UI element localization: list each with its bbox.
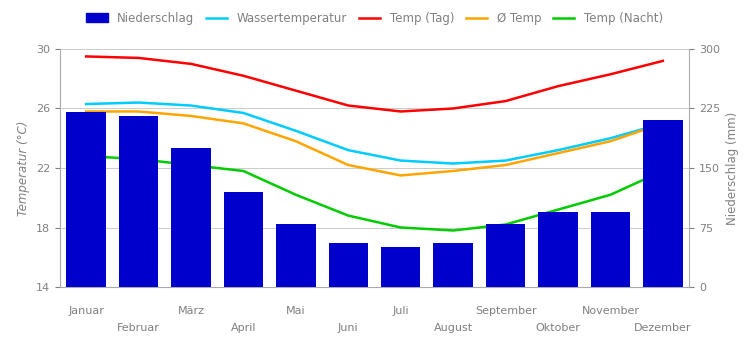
Text: August: August <box>434 323 473 333</box>
Text: Januar: Januar <box>68 307 104 316</box>
Bar <box>486 224 525 287</box>
Bar <box>434 243 473 287</box>
Text: November: November <box>581 307 640 316</box>
Y-axis label: Niederschlag (mm): Niederschlag (mm) <box>726 111 739 225</box>
Bar <box>643 120 682 287</box>
Text: Oktober: Oktober <box>536 323 580 333</box>
Bar <box>329 243 368 287</box>
Y-axis label: Temperatur (°C): Temperatur (°C) <box>17 120 31 216</box>
Bar <box>539 212 577 287</box>
Text: Mai: Mai <box>286 307 306 316</box>
Text: Dezember: Dezember <box>634 323 691 333</box>
Bar <box>224 192 263 287</box>
Text: Juli: Juli <box>392 307 409 316</box>
Text: September: September <box>475 307 536 316</box>
Bar <box>591 212 630 287</box>
Bar <box>67 112 106 287</box>
Bar <box>172 148 210 287</box>
Text: Juni: Juni <box>338 323 359 333</box>
Text: April: April <box>231 323 256 333</box>
Bar <box>119 117 158 287</box>
Text: März: März <box>178 307 204 316</box>
Bar <box>381 247 420 287</box>
Text: Februar: Februar <box>117 323 160 333</box>
Legend: Niederschlag, Wassertemperatur, Temp (Tag), Ø Temp, Temp (Nacht): Niederschlag, Wassertemperatur, Temp (Ta… <box>82 7 667 30</box>
Bar <box>276 224 315 287</box>
